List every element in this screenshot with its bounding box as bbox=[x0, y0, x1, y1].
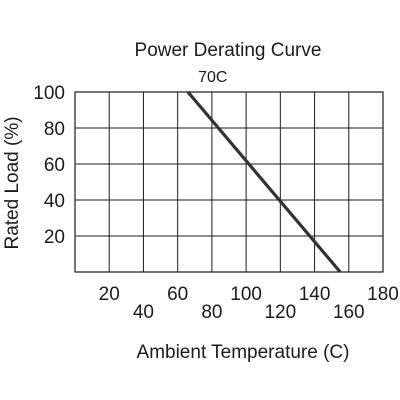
x-tick-label-140: 140 bbox=[299, 284, 331, 305]
x-tick-label-60: 60 bbox=[167, 284, 188, 305]
x-tick-label-80: 80 bbox=[201, 302, 222, 323]
annotations: 70C bbox=[198, 69, 227, 86]
plot-grid bbox=[75, 92, 383, 272]
x-tick-label-20: 20 bbox=[99, 284, 120, 305]
y-tick-label-100: 100 bbox=[33, 83, 65, 104]
y-tick-label-20: 20 bbox=[44, 227, 65, 248]
x-tick-label-120: 120 bbox=[264, 302, 296, 323]
annotation-0: 70C bbox=[198, 69, 227, 86]
y-tick-label-80: 80 bbox=[44, 119, 65, 140]
x-tick-label-40: 40 bbox=[133, 302, 154, 323]
series-line-0 bbox=[186, 90, 342, 274]
chart-title: Power Derating Curve bbox=[135, 40, 322, 61]
y-axis-label: Rated Load (%) bbox=[2, 116, 23, 249]
x-tick-label-180: 180 bbox=[367, 284, 399, 305]
y-tick-label-40: 40 bbox=[44, 191, 65, 212]
x-tick-label-100: 100 bbox=[230, 284, 262, 305]
y-tick-labels: 20 40 60 80 100 bbox=[33, 83, 65, 248]
y-tick-label-60: 60 bbox=[44, 155, 65, 176]
x-axis-label: Ambient Temperature (C) bbox=[137, 342, 350, 363]
plot-frame bbox=[74, 91, 384, 273]
series-layer bbox=[186, 90, 342, 274]
x-tick-label-160: 160 bbox=[333, 302, 365, 323]
